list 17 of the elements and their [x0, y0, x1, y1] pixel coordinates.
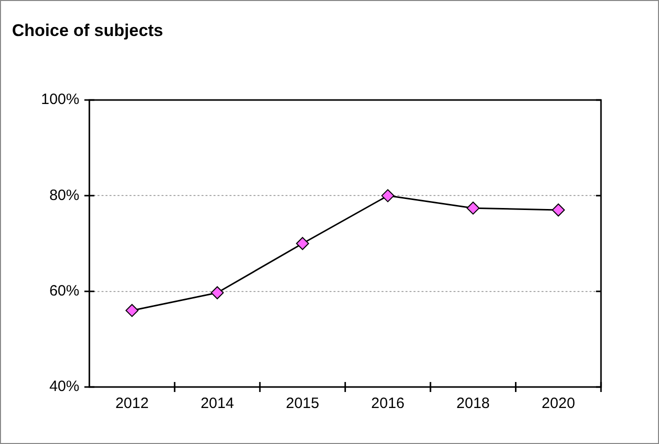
point: [552, 204, 565, 217]
y-tick-label: 100%: [40, 91, 80, 108]
point: [210, 286, 224, 300]
point: [381, 189, 394, 202]
x-tick-label: 2020: [542, 395, 576, 412]
y-tick-label: 80%: [49, 186, 80, 204]
x-tick-label: 2016: [371, 395, 405, 412]
point: [126, 304, 138, 317]
x-tick-label: 2012: [115, 395, 149, 412]
chart-title: Choice of subjects: [12, 21, 164, 41]
y-tick-label: 60%: [49, 282, 80, 300]
y-tick-label: 40%: [49, 378, 80, 396]
point: [296, 237, 310, 250]
x-tick-label: 2018: [456, 395, 490, 412]
point: [466, 202, 480, 215]
x-tick-label: 2015: [286, 395, 320, 412]
x-tick-label: 2014: [200, 395, 234, 412]
